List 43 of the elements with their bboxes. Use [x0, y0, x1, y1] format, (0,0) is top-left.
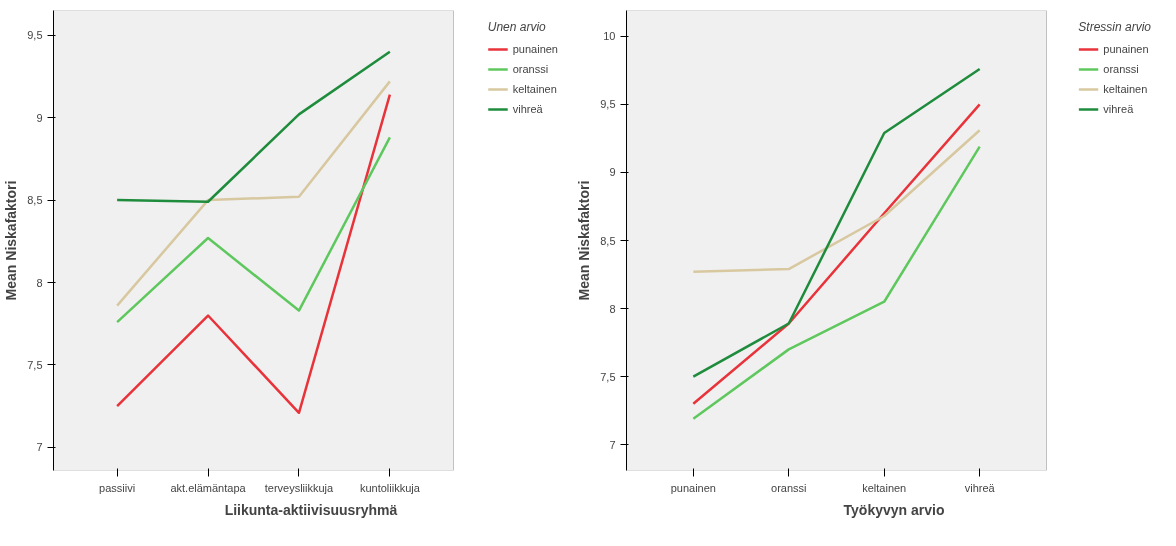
x-tick-label: passiivi — [99, 481, 136, 494]
line-series — [115, 93, 392, 415]
legend-label: vihreä — [1103, 103, 1134, 115]
y-tick-label: 9,5 — [27, 29, 43, 42]
legend-label: keltainen — [1103, 83, 1148, 95]
y-tick-label: 9,5 — [600, 98, 616, 111]
y-tick-label: 7,5 — [27, 358, 43, 371]
line-series — [115, 80, 392, 307]
line-series — [692, 145, 981, 421]
line-series — [692, 129, 981, 274]
x-axis-title: Liikunta-aktiivisuusryhmä — [224, 501, 398, 518]
y-tick-label: 10 — [603, 30, 616, 43]
x-tick-label: punainen — [670, 481, 716, 494]
legend-label: punainen — [1103, 43, 1149, 55]
y-tick-label: 8,5 — [600, 234, 616, 247]
legend-label: vihreä — [512, 103, 543, 115]
y-axis-title: Mean Niskafaktori — [3, 180, 20, 301]
y-tick-label: 9 — [36, 111, 43, 124]
x-tick-label: oranssi — [771, 481, 807, 494]
legend-title: Unen arvio — [487, 20, 547, 34]
x-tick-label: keltainen — [862, 481, 907, 494]
x-tick-label: kuntoliikkuja — [359, 481, 421, 494]
line-series — [115, 136, 392, 324]
line-series — [692, 103, 981, 406]
legend-label: oranssi — [1103, 63, 1139, 75]
x-axis-title: Työkyvyn arvio — [843, 501, 945, 518]
x-tick-label: akt.elämäntapa — [170, 481, 247, 494]
y-tick-label: 8,5 — [27, 194, 43, 207]
y-tick-label: 8 — [36, 276, 43, 289]
legend-title: Stressin arvio — [1078, 20, 1151, 34]
line-series — [115, 50, 392, 203]
y-tick-label: 9 — [609, 166, 616, 179]
line-series — [692, 67, 981, 378]
legend-label: oranssi — [512, 63, 549, 75]
x-tick-label: vihreä — [964, 481, 996, 494]
y-tick-label: 8 — [609, 302, 616, 315]
y-tick-label: 7,5 — [600, 370, 616, 383]
y-axis-title: Mean Niskafaktori — [576, 180, 593, 301]
x-tick-label: terveysliikkuja — [264, 481, 335, 494]
legend-label: punainen — [512, 43, 558, 55]
y-tick-label: 7 — [36, 441, 43, 454]
legend-label: keltainen — [512, 83, 557, 95]
y-tick-label: 7 — [609, 438, 616, 451]
